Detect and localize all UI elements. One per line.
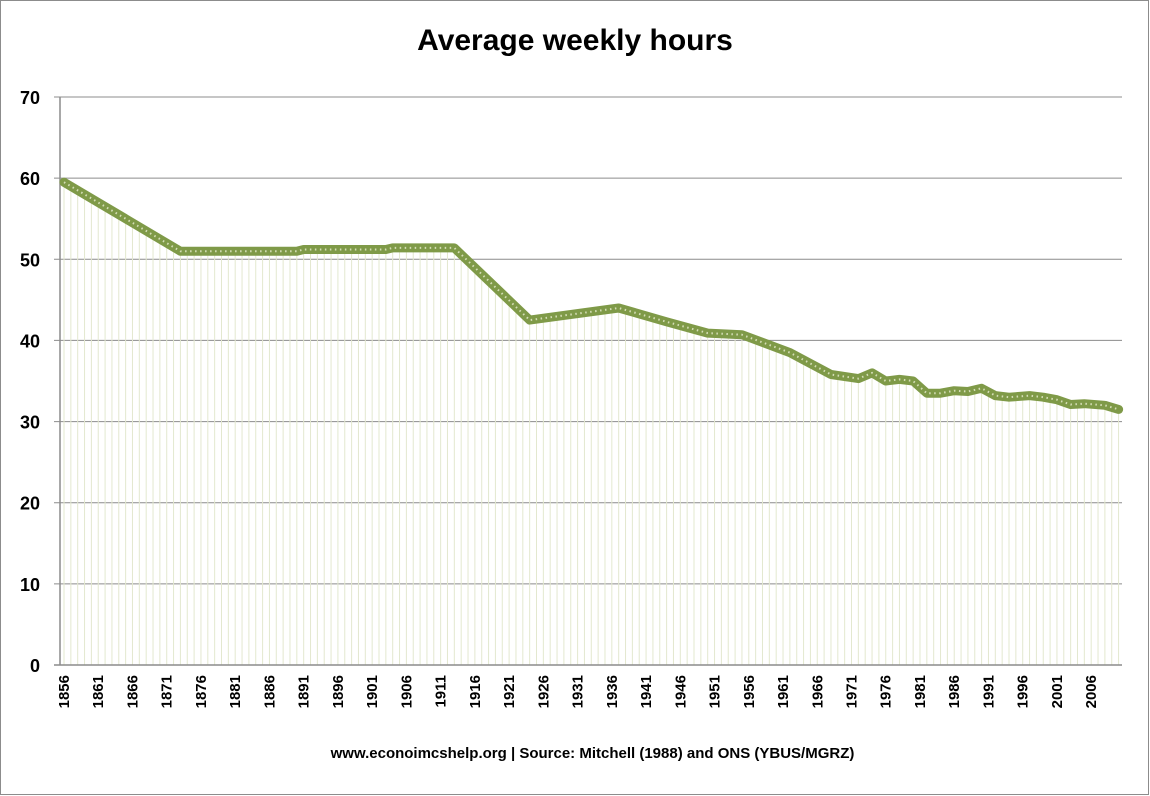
- x-tick-label: 1891: [296, 675, 313, 708]
- y-tick-label: 30: [20, 413, 40, 433]
- x-tick-label: 1861: [90, 675, 107, 708]
- x-tick-label: 1936: [604, 675, 621, 708]
- x-tick-label: 1971: [844, 675, 861, 708]
- x-tick-label: 2006: [1083, 675, 1100, 708]
- x-tick-label: 1876: [193, 675, 210, 708]
- x-tick-label: 1871: [159, 675, 176, 708]
- x-tick-label: 1931: [570, 675, 587, 708]
- x-tick-label: 1926: [535, 675, 552, 708]
- x-tick-label: 1941: [638, 675, 655, 708]
- x-tick-label: 1986: [946, 675, 963, 708]
- x-tick-label: 1886: [261, 675, 278, 708]
- x-tick-label: 1911: [433, 675, 450, 708]
- x-tick-label: 1906: [398, 675, 415, 708]
- x-tick-label: 1961: [775, 675, 792, 708]
- y-tick-label: 20: [20, 494, 40, 514]
- y-tick-label: 10: [20, 575, 40, 595]
- chart-title: Average weekly hours: [417, 24, 733, 57]
- x-tick-label: 1966: [809, 675, 826, 708]
- x-tick-label: 1981: [912, 675, 929, 708]
- x-tick-label: 2001: [1049, 675, 1066, 708]
- x-tick-label: 1916: [467, 675, 484, 708]
- x-tick-label: 1856: [56, 675, 73, 708]
- x-tick-label: 1866: [125, 675, 142, 708]
- x-tick-label: 1976: [878, 675, 895, 708]
- x-tick-label: 1956: [741, 675, 758, 708]
- x-tick-label: 1901: [364, 675, 381, 708]
- x-tick-label: 1996: [1015, 675, 1032, 708]
- series-line: [59, 177, 1124, 414]
- x-tick-label: 1946: [672, 675, 689, 708]
- x-tick-label: 1896: [330, 675, 347, 708]
- chart-source-note: www.econoimcshelp.org | Source: Mitchell…: [330, 745, 855, 762]
- x-tick-label: 1881: [227, 675, 244, 708]
- y-tick-label: 0: [30, 656, 40, 676]
- x-tick-label: 1991: [981, 675, 998, 708]
- x-tick-label: 1951: [707, 675, 724, 708]
- y-tick-label: 70: [20, 88, 40, 108]
- x-tick-label: 1921: [501, 675, 518, 708]
- y-tick-label: 40: [20, 331, 40, 351]
- y-tick-label: 50: [20, 250, 40, 270]
- y-tick-label: 60: [20, 169, 40, 189]
